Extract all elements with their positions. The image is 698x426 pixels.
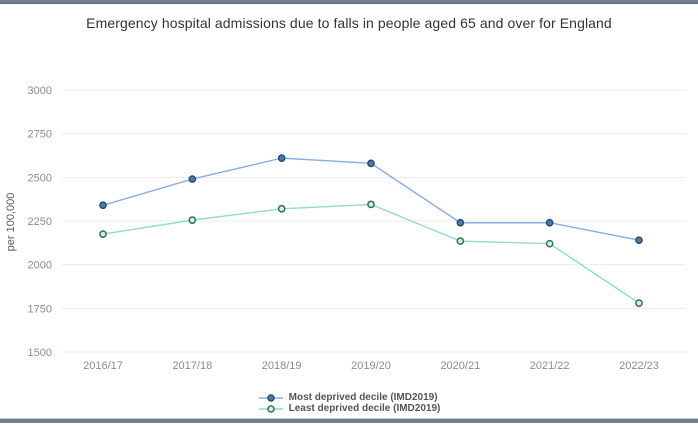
series-line: [102, 203, 640, 304]
y-tick-label: 2250: [28, 216, 52, 228]
data-point: [635, 299, 643, 307]
data-point: [635, 236, 643, 245]
legend-item[interactable]: Most deprived decile (IMD2019): [258, 392, 438, 403]
y-tick-label: 2000: [28, 260, 52, 272]
legend-label: Most deprived decile (IMD2019): [288, 392, 438, 403]
data-point: [188, 216, 197, 224]
y-tick-label: 2500: [28, 172, 52, 184]
data-point: [277, 154, 286, 162]
data-point: [188, 175, 197, 183]
y-tick-label: 1750: [28, 303, 52, 315]
x-tick-label: 2022/23: [619, 360, 659, 372]
panel-bottom-border: [0, 418, 698, 423]
y-tick-label: 3000: [28, 85, 52, 97]
data-point: [456, 237, 465, 245]
y-tick-label: 1500: [28, 347, 52, 359]
chart-title: Emergency hospital admissions due to fal…: [86, 15, 612, 31]
legend-marker-icon: [258, 404, 283, 413]
y-tick-label: 2750: [28, 129, 52, 141]
legend-item[interactable]: Least deprived decile (IMD2019): [258, 403, 441, 414]
chart-legend: Most deprived decile (IMD2019) Least depr…: [0, 392, 698, 414]
x-tick-label: 2018/19: [262, 360, 302, 372]
legend-label: Least deprived decile (IMD2019): [288, 403, 441, 414]
series-line: [102, 157, 640, 241]
x-tick-label: 2021/22: [530, 360, 570, 372]
y-axis-label: per 100,000: [5, 193, 17, 252]
data-point: [367, 200, 375, 209]
x-tick-label: 2017/18: [172, 360, 212, 372]
data-point: [456, 218, 465, 227]
x-tick-label: 2019/20: [351, 360, 391, 372]
data-point: [545, 218, 554, 227]
data-point: [99, 230, 107, 238]
data-point: [277, 204, 286, 213]
data-point: [545, 239, 554, 248]
x-tick-label: 2016/17: [83, 360, 123, 372]
legend-items: Most deprived decile (IMD2019) Least depr…: [258, 392, 441, 414]
data-point: [367, 159, 375, 168]
legend-marker-icon: [258, 393, 283, 402]
panel-top-border: [0, 0, 698, 4]
x-tick-label: 2020/21: [440, 360, 480, 372]
data-point: [99, 201, 107, 210]
